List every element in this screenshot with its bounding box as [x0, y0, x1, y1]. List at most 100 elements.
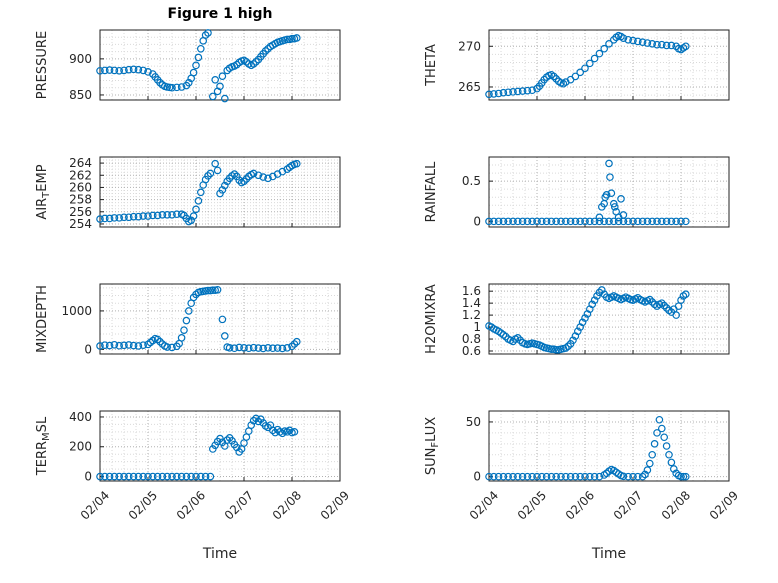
- grid-major: [99, 157, 341, 227]
- y-axis-label: THETA: [424, 44, 439, 87]
- svg-text:0: 0: [473, 214, 481, 228]
- svg-text:262: 262: [69, 168, 92, 182]
- grid-minor: [100, 411, 340, 481]
- svg-text:02/05: 02/05: [515, 488, 549, 522]
- data-points: [96, 159, 301, 226]
- axis-ticks: [99, 58, 341, 100]
- axis-box: [488, 156, 730, 228]
- y-axis-label: MIXDEPTH: [35, 285, 50, 353]
- svg-text:50: 50: [466, 415, 481, 429]
- y-axis-label: PRESSURE: [35, 31, 50, 99]
- plot-svg-theta: 265 270 THETA: [424, 29, 730, 101]
- y-axis-label: TERRMSL: [35, 416, 52, 476]
- y-axis-label: SUNFLUX: [424, 417, 441, 475]
- axis-box: [488, 283, 730, 355]
- svg-text:02/05: 02/05: [126, 488, 160, 522]
- subplot-pressure: 850 900 PRESSURE: [0, 0, 389, 127]
- data-points: [485, 286, 690, 354]
- x-tick-labels: 02/04 02/05 02/06 02/07 02/08 02/09: [467, 488, 741, 522]
- y-axis-label: RAINFALL: [424, 161, 439, 222]
- left-column: Figure 1 high 850 900 PRESSURE 254 256 258 26…: [0, 0, 389, 562]
- y-tick-labels: 00.5: [462, 174, 481, 228]
- subplot-rainfall: 0 0.5 RAINFALL: [389, 127, 778, 254]
- svg-text:264: 264: [69, 156, 92, 170]
- subplot-theta: 265 270 THETA: [389, 0, 778, 127]
- svg-text:256: 256: [69, 205, 92, 219]
- subplot-air-temp: 254 256 258 260 262 264 AIRTEMP: [0, 127, 389, 254]
- svg-text:200: 200: [69, 440, 92, 454]
- svg-text:1.6: 1.6: [462, 284, 481, 298]
- data-points: [96, 285, 301, 353]
- svg-text:270: 270: [458, 39, 481, 53]
- plot-svg-sun_flux: 0 50 02/04 02/05 02/06 02/07 02/08 02/09 SUNFLUX: [424, 410, 741, 523]
- grid-major: [99, 284, 341, 354]
- x-axis-label-right: Time: [591, 546, 627, 562]
- svg-text:260: 260: [69, 180, 92, 194]
- plot-svg-pressure: 850 900 PRESSURE: [35, 29, 341, 103]
- axis-box: [99, 156, 341, 228]
- svg-text:265: 265: [458, 80, 481, 94]
- svg-text:254: 254: [69, 217, 92, 231]
- y-tick-labels: 0 200 400: [69, 410, 92, 484]
- y-tick-labels: 0 1000: [61, 304, 92, 356]
- svg-text:850: 850: [69, 88, 92, 102]
- axis-ticks: [99, 162, 341, 227]
- svg-text:02/08: 02/08: [270, 488, 304, 522]
- svg-text:02/07: 02/07: [222, 488, 256, 522]
- svg-text:0: 0: [473, 470, 481, 484]
- svg-text:1.2: 1.2: [462, 308, 481, 322]
- grid-major: [99, 411, 341, 481]
- svg-text:1000: 1000: [61, 304, 92, 318]
- svg-text:02/04: 02/04: [467, 488, 501, 522]
- figure-title: Figure 1 high: [167, 6, 273, 22]
- svg-text:0.6: 0.6: [462, 344, 481, 358]
- subplot-mixdepth: 0 1000 MIXDEPTH: [0, 254, 389, 381]
- y-axis-label: AIRTEMP: [35, 164, 52, 219]
- svg-text:02/08: 02/08: [659, 488, 693, 522]
- y-tick-labels: 850 900: [69, 52, 92, 102]
- y-tick-labels: 265 270: [458, 39, 481, 94]
- svg-text:02/09: 02/09: [707, 488, 741, 522]
- svg-text:02/06: 02/06: [174, 488, 208, 522]
- axis-box: [488, 410, 730, 482]
- data-points: [485, 415, 690, 481]
- svg-text:900: 900: [69, 52, 92, 66]
- grid-major: [99, 30, 341, 100]
- plot-svg-h2omixra: 0.60.811.21.41.6 H2OMIXRA: [424, 283, 730, 358]
- grid-minor: [100, 284, 340, 354]
- svg-text:02/04: 02/04: [78, 488, 112, 522]
- svg-text:02/07: 02/07: [611, 488, 645, 522]
- svg-text:258: 258: [69, 193, 92, 207]
- data-points: [485, 31, 690, 99]
- data-points: [485, 159, 690, 226]
- svg-text:0.5: 0.5: [462, 174, 481, 188]
- svg-text:1.4: 1.4: [462, 296, 481, 310]
- subplot-sun-flux: 0 50 02/04 02/05 02/06 02/07 02/08 02/09 SUNFLUX: [389, 381, 778, 546]
- y-tick-labels: 0.60.811.21.41.6: [462, 284, 481, 358]
- svg-text:0: 0: [84, 470, 92, 484]
- svg-text:02/06: 02/06: [563, 488, 597, 522]
- y-axis-label: H2OMIXRA: [424, 284, 439, 354]
- data-points: [96, 414, 299, 481]
- subplot-terr-msl: 0 200 400 02/04 02/05 02/06 02/07 02/08 02/09 TER…: [0, 381, 389, 546]
- data-points: [96, 29, 301, 103]
- svg-text:02/09: 02/09: [318, 488, 352, 522]
- svg-text:0: 0: [84, 342, 92, 356]
- right-column: 265 270 THETA 0 0.5 RAINFALL 0.6 0.8 1 1.2 1.4 1.…: [389, 0, 778, 583]
- y-tick-labels: 0 50: [466, 415, 481, 484]
- axis-box: [99, 29, 341, 101]
- grid-major: [488, 30, 730, 100]
- svg-text:400: 400: [69, 410, 92, 424]
- x-tick-labels: 02/04 02/05 02/06 02/07 02/08 02/09: [78, 488, 352, 522]
- axis-box: [99, 283, 341, 355]
- axis-box: [99, 410, 341, 482]
- svg-text:1: 1: [473, 320, 481, 334]
- axis-ticks: [99, 310, 341, 354]
- grid-major: [488, 284, 730, 354]
- subplot-h2omixra: 0.6 0.8 1 1.2 1.4 1.6 H2OMIXRA: [389, 254, 778, 381]
- axis-box: [488, 29, 730, 101]
